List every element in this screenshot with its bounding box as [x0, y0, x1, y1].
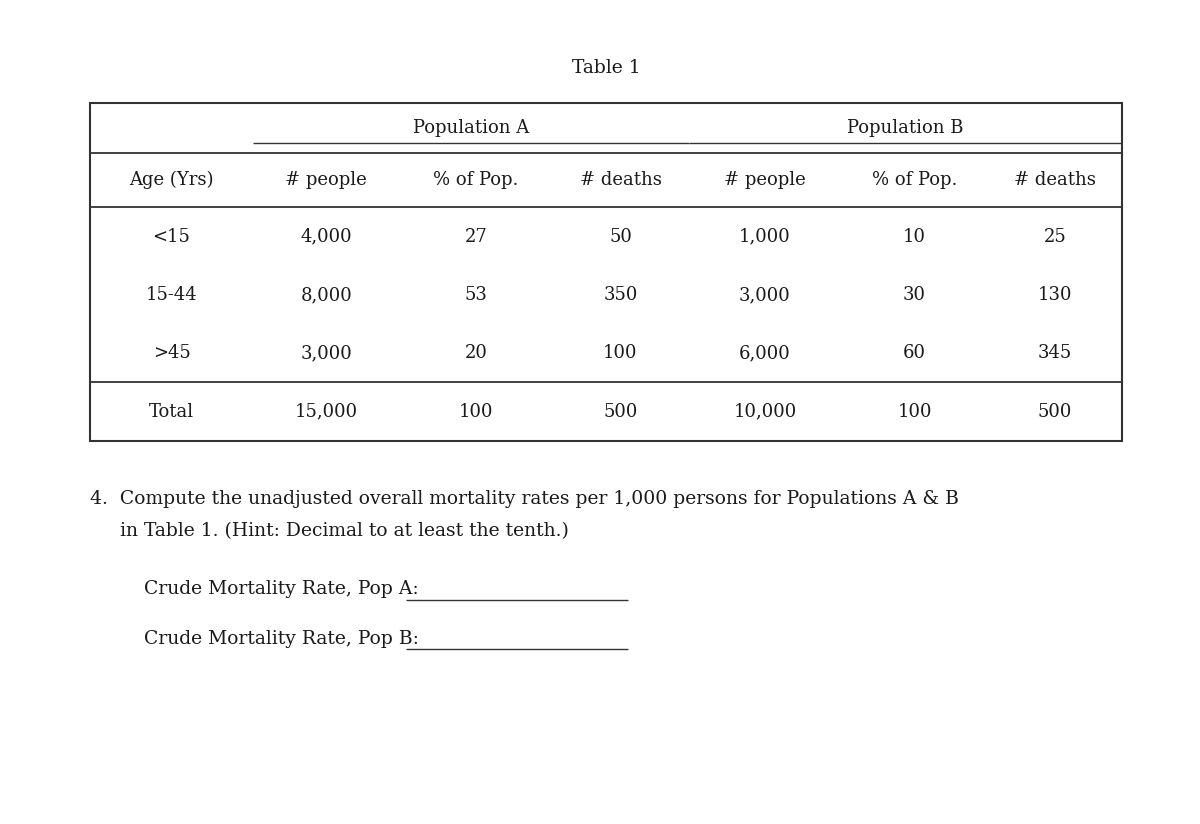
Text: 100: 100	[458, 403, 493, 421]
Text: Total: Total	[149, 403, 194, 421]
Text: 10: 10	[904, 227, 926, 246]
Text: 60: 60	[904, 344, 926, 363]
Text: 10,000: 10,000	[733, 403, 797, 421]
Text: 50: 50	[610, 227, 632, 246]
Text: 20: 20	[464, 344, 487, 363]
Text: 53: 53	[464, 286, 487, 304]
Text: 3,000: 3,000	[300, 344, 353, 363]
Text: 100: 100	[604, 344, 637, 363]
Text: 345: 345	[1038, 344, 1072, 363]
Text: 1,000: 1,000	[739, 227, 791, 246]
Text: 25: 25	[1044, 227, 1067, 246]
Text: >45: >45	[152, 344, 191, 363]
Text: 6,000: 6,000	[739, 344, 791, 363]
Text: 8,000: 8,000	[300, 286, 353, 304]
Text: Population A: Population A	[413, 119, 529, 137]
Text: Table 1: Table 1	[571, 59, 641, 77]
Text: % of Pop.: % of Pop.	[433, 171, 518, 189]
Text: 100: 100	[898, 403, 932, 421]
Text: 4.  Compute the unadjusted overall mortality rates per 1,000 persons for Populat: 4. Compute the unadjusted overall mortal…	[90, 489, 959, 508]
Text: # deaths: # deaths	[580, 171, 661, 189]
Text: Crude Mortality Rate, Pop A:: Crude Mortality Rate, Pop A:	[144, 580, 425, 598]
Text: % of Pop.: % of Pop.	[872, 171, 958, 189]
Text: 15,000: 15,000	[295, 403, 358, 421]
Text: 350: 350	[604, 286, 637, 304]
Text: 500: 500	[604, 403, 637, 421]
Text: <15: <15	[152, 227, 191, 246]
Text: 3,000: 3,000	[739, 286, 791, 304]
Text: Age (Yrs): Age (Yrs)	[130, 171, 214, 189]
Text: 4,000: 4,000	[300, 227, 352, 246]
Text: in Table 1. (Hint: Decimal to at least the tenth.): in Table 1. (Hint: Decimal to at least t…	[90, 522, 569, 541]
Text: 27: 27	[464, 227, 487, 246]
Text: 500: 500	[1038, 403, 1072, 421]
Text: 15-44: 15-44	[145, 286, 197, 304]
Text: 30: 30	[904, 286, 926, 304]
Text: # deaths: # deaths	[1014, 171, 1096, 189]
Text: Population B: Population B	[847, 119, 964, 137]
Text: # people: # people	[724, 171, 806, 189]
Text: # people: # people	[286, 171, 367, 189]
Text: Crude Mortality Rate, Pop B:: Crude Mortality Rate, Pop B:	[144, 630, 425, 648]
Text: 130: 130	[1038, 286, 1072, 304]
Bar	[90, 103, 1122, 441]
